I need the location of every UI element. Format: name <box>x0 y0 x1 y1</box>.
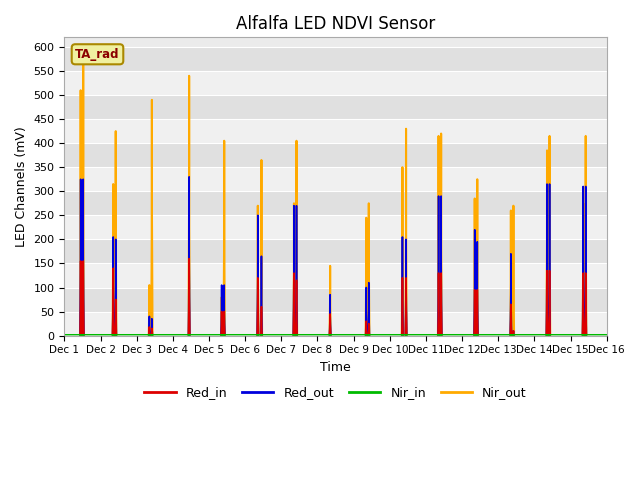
Bar <box>65 312 607 336</box>
Bar <box>65 119 607 143</box>
Bar <box>65 47 607 71</box>
Bar <box>65 216 607 240</box>
Bar <box>65 240 607 264</box>
Y-axis label: LED Channels (mV): LED Channels (mV) <box>15 126 28 247</box>
X-axis label: Time: Time <box>320 361 351 374</box>
Bar <box>65 143 607 167</box>
Title: Alfalfa LED NDVI Sensor: Alfalfa LED NDVI Sensor <box>236 15 435 33</box>
Bar <box>65 264 607 288</box>
Bar <box>65 71 607 95</box>
Legend: Red_in, Red_out, Nir_in, Nir_out: Red_in, Red_out, Nir_in, Nir_out <box>140 381 532 404</box>
Bar <box>65 167 607 192</box>
Bar <box>65 95 607 119</box>
Text: TA_rad: TA_rad <box>76 48 120 61</box>
Bar <box>65 288 607 312</box>
Bar <box>65 192 607 216</box>
